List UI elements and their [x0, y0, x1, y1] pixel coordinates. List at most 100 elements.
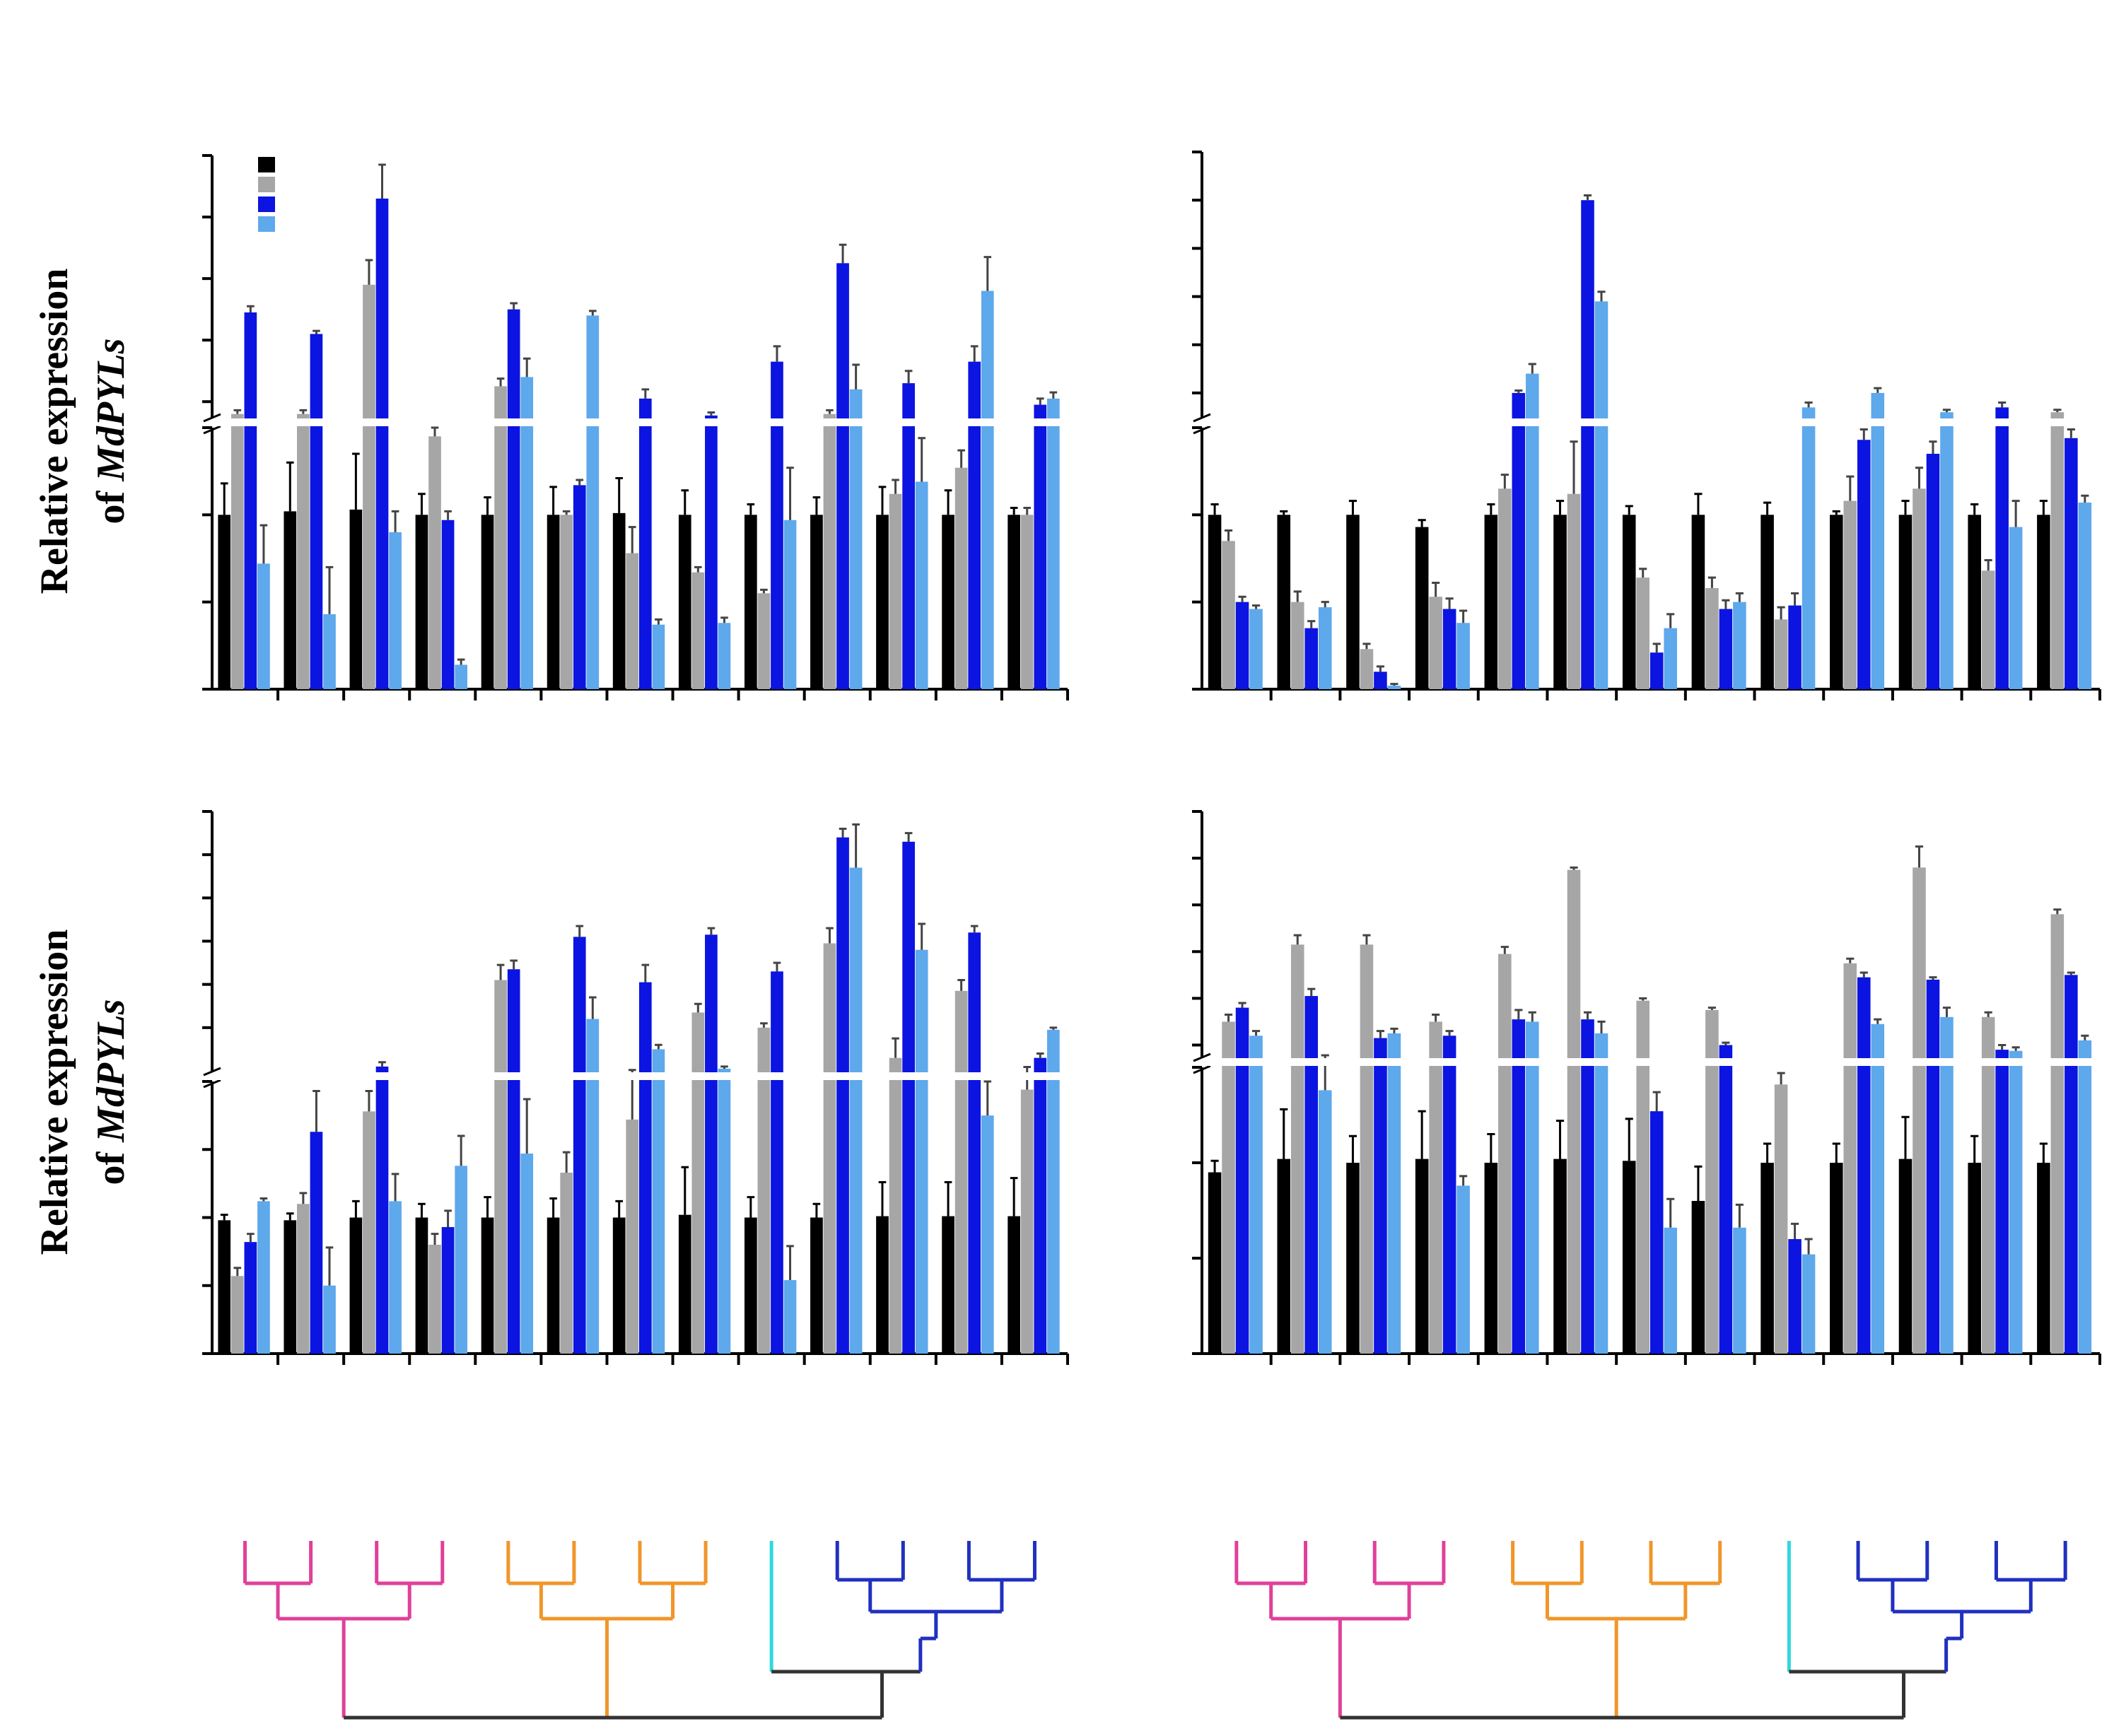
bar-24h-MdPYL4 [1387, 1033, 1401, 1354]
legend-swatch-24h [258, 216, 275, 232]
error-bar [957, 449, 965, 468]
error-bar [589, 996, 597, 1019]
bar-0h-MdPYL5 [1760, 1163, 1774, 1354]
error-bar [247, 1233, 255, 1243]
error-bar [1791, 1222, 1799, 1239]
bar-6h-MdPYL12 [691, 1012, 705, 1354]
error-bar [220, 1214, 228, 1221]
bar-12h-MdPYL10 [1649, 652, 1664, 689]
error-bar [1307, 987, 1316, 997]
bar-6h-MdPYL9 [1020, 1089, 1034, 1354]
error-bar [391, 510, 399, 532]
error-bar [1970, 503, 1979, 515]
axis-break-band [1205, 418, 2103, 426]
error-bar [1804, 1238, 1813, 1255]
error-bar [957, 979, 965, 991]
bar-24h-MdPYL2 [257, 563, 270, 689]
error-bar [1722, 599, 1730, 609]
bar-12h-MdPYL12 [1719, 1045, 1733, 1354]
ylabel-bottom-line1: Relative expression [33, 929, 76, 1255]
error-bar [1459, 609, 1468, 623]
bar-12h-MdPYL1 [1857, 977, 1871, 1354]
bar-6h-MdPYL11 [428, 1245, 441, 1354]
bar-12h-MdPYL5 [1788, 605, 1801, 689]
error-bar [655, 618, 662, 625]
error-bar [576, 479, 584, 486]
error-bar [1929, 976, 1937, 980]
axis-break-band [215, 418, 1070, 426]
error-bar [1707, 1007, 1716, 1010]
bar-12h-MdPYL2 [1235, 602, 1249, 689]
bar-0h-MdPYL13 [1553, 515, 1567, 689]
error-bar [1846, 475, 1855, 501]
bar-0h-MdPYL9 [2037, 1163, 2050, 1354]
error-bar [1376, 665, 1385, 672]
bar-12h-MdPYL3 [968, 932, 981, 1354]
bar-0h-MdPYL3 [1968, 1163, 1981, 1354]
bar-0h-MdPYL11 [1415, 527, 1429, 689]
error-bar [510, 959, 518, 970]
bar-6h-MdPYL7 [1912, 488, 1926, 689]
error-bar [1570, 440, 1578, 494]
bar-0h-MdPYL2 [1208, 515, 1222, 689]
error-bar [970, 925, 979, 933]
error-bar [1652, 643, 1661, 653]
bar-12h-MdPYL8 [310, 334, 323, 689]
error-bar [286, 461, 294, 512]
bar-12h-MdPYL3 [1995, 407, 2009, 689]
bar-0h-MdPYL6 [481, 1217, 494, 1354]
error-bar [1418, 1110, 1426, 1159]
bar-12h-MdPYL5 [771, 361, 783, 689]
error-bar [826, 927, 834, 944]
error-bar [1390, 683, 1398, 686]
bar-24h-MdPYL9 [2078, 1040, 2092, 1354]
error-bar [1763, 1142, 1772, 1163]
bar-6h-MdPYL2 [230, 1276, 244, 1354]
bar-12h-MdPYL8 [1304, 628, 1319, 689]
axis-break-band [215, 1072, 1070, 1080]
error-bar [1010, 506, 1018, 515]
error-bar [1348, 1134, 1357, 1163]
bar-6h-MdPYL12 [1705, 1009, 1719, 1354]
error-bar [1874, 387, 1882, 393]
error-bar [562, 1151, 571, 1173]
error-bar [1555, 500, 1565, 515]
bar-24h-MdPYL13 [1594, 301, 1608, 689]
error-bar [2053, 409, 2062, 413]
bar-24h-MdPYL8 [323, 1285, 336, 1354]
bar-0h-MdPYL12 [1691, 1201, 1705, 1354]
error-bar [641, 388, 650, 399]
bar-12h-MdPYL1 [1857, 440, 1871, 689]
error-bar [1280, 510, 1288, 515]
bar-24h-MdPYL4 [389, 1201, 402, 1354]
error-bar [1010, 1177, 1018, 1216]
bar-0h-MdPYL5 [1760, 515, 1774, 689]
error-bar [1984, 558, 1992, 571]
bar-12h-MdPYL3 [1995, 1050, 2009, 1354]
error-bar [365, 1089, 373, 1112]
error-bar [1777, 606, 1785, 620]
bar-6h-MdPYL5 [1774, 1084, 1788, 1354]
error-bar [812, 1202, 821, 1218]
error-bar [1432, 1014, 1440, 1022]
bar-6h-MdPYL13 [560, 1172, 573, 1354]
error-bar [2081, 1034, 2089, 1040]
bar-0h-MdPYL9 [2037, 515, 2050, 689]
error-bar [325, 1246, 334, 1286]
bar-0h-MdPYL5 [744, 515, 757, 689]
error-bar [431, 1233, 439, 1245]
legend-swatch-12h [258, 197, 275, 212]
error-bar [1321, 601, 1329, 608]
error-bar [1639, 568, 1647, 578]
error-bar [1804, 401, 1813, 408]
bar-6h-MdPYL4 [363, 284, 375, 690]
error-bar [365, 259, 373, 285]
bar-0h-MdPYL8 [284, 1220, 297, 1354]
bar-24h-MdPYL3 [2009, 527, 2023, 689]
error-bar [1666, 1197, 1675, 1228]
error-bar [852, 823, 860, 868]
error-bar [707, 927, 716, 935]
error-bar [1049, 1026, 1058, 1030]
error-bar [418, 493, 426, 515]
bar-24h-MdPYL9 [1047, 398, 1060, 689]
